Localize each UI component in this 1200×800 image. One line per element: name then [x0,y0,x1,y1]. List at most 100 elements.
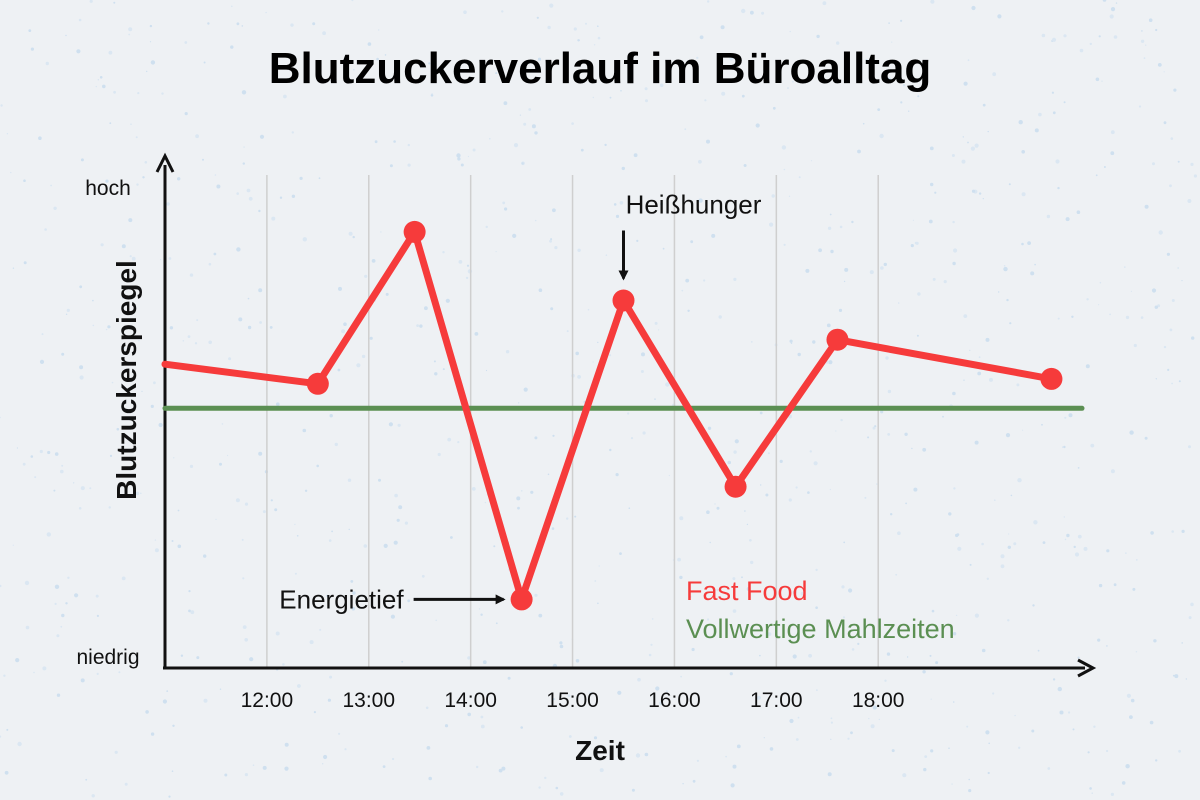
speckle-dot [877,108,881,111]
speckle-dot [982,198,984,200]
speckle-dot [1065,217,1070,222]
speckle-dot [235,498,240,503]
speckle-dot [992,692,995,695]
speckle-dot [270,499,273,502]
speckle-dot [807,491,810,494]
speckle-dot [284,766,289,771]
speckle-dot [1063,101,1066,104]
series-line-fast-food [161,228,1055,603]
speckle-dot [953,487,956,490]
speckle-dot [1132,587,1136,591]
speckle-dot [433,360,436,363]
speckle-dot [208,340,212,345]
speckle-dot [756,695,762,700]
speckle-dot [149,41,152,43]
speckle-dot [434,372,438,376]
speckle-dot [352,235,355,239]
speckle-dot [534,219,537,222]
speckle-dot [962,136,964,138]
speckle-dot [390,614,395,619]
speckle-dot [734,439,739,444]
speckle-dot [485,225,488,229]
speckle-dot [743,164,747,167]
x-tick-label: 15:00 [546,689,599,712]
speckle-dot [30,47,34,51]
speckle-dot [472,148,476,152]
speckle-dot [930,749,934,753]
speckle-dot [450,536,453,539]
speckle-dot [1145,44,1147,46]
annotation-label: Heißhunger [626,190,762,220]
speckle-dot [219,462,222,466]
speckle-dot [552,434,555,437]
speckle-dot [665,690,668,693]
speckle-dot [750,341,753,343]
speckle-dot [577,248,581,252]
speckle-dot [28,29,32,32]
speckle-dot [910,244,914,248]
speckle-dot [681,289,684,292]
speckle-dot [61,613,65,618]
speckle-dot [660,202,663,206]
speckle-dot [963,379,965,381]
speckle-dot [507,676,511,680]
speckle-dot [783,168,786,171]
speckle-dot [1051,91,1054,94]
speckle-dot [128,33,131,36]
speckle-dot [56,634,60,638]
speckle-dot [444,724,449,728]
speckle-dot [394,493,398,498]
speckle-dot [733,450,737,454]
speckle-dot [296,535,299,537]
speckle-dot [706,139,710,144]
speckle-dot [215,518,217,521]
speckle-dot [244,773,248,777]
speckle-dot [890,513,893,516]
speckle-dot [1173,88,1177,92]
speckle-dot [1068,711,1071,714]
speckle-dot [1191,336,1195,340]
speckle-dot [221,423,224,425]
speckle-dot [100,243,104,247]
speckle-dot [1042,541,1046,544]
speckle-dot [549,3,554,8]
speckle-dot [696,56,699,60]
speckle-dot [836,41,840,45]
speckle-dot [792,80,794,83]
speckle-dot [1155,28,1158,32]
speckle-dot [897,302,900,304]
speckle-dot [65,602,68,605]
speckle-dot [1027,241,1031,246]
speckle-dot [519,114,522,116]
speckle-dot [456,153,461,158]
speckle-dot [741,576,743,579]
speckle-dot [1074,552,1080,557]
speckle-dot [730,783,735,788]
speckle-dot [816,689,818,692]
speckle-dot [1073,545,1076,549]
speckle-dot [593,736,598,740]
speckle-dot [284,742,289,747]
speckle-dot [797,716,800,719]
speckle-dot [294,523,296,526]
speckle-dot [679,575,683,580]
speckle-dot [536,16,539,19]
speckle-dot [1155,378,1158,380]
speckle-dot [1106,749,1109,753]
speckle-dot [1113,583,1117,587]
speckle-dot [815,606,818,609]
speckle-dot [1152,162,1155,166]
speckle-dot [1135,651,1138,653]
speckle-dot [746,523,749,526]
speckle-dot [97,79,99,81]
speckle-dot [1178,380,1181,383]
speckle-dot [369,336,373,340]
speckle-dot [328,699,331,702]
speckle-dot [214,174,217,176]
speckle-dot [744,510,746,512]
speckle-dot [1087,751,1090,754]
speckle-dot [258,209,261,213]
speckle-dot [1017,478,1022,483]
speckle-dot [952,220,955,224]
speckle-dot [1062,446,1064,449]
